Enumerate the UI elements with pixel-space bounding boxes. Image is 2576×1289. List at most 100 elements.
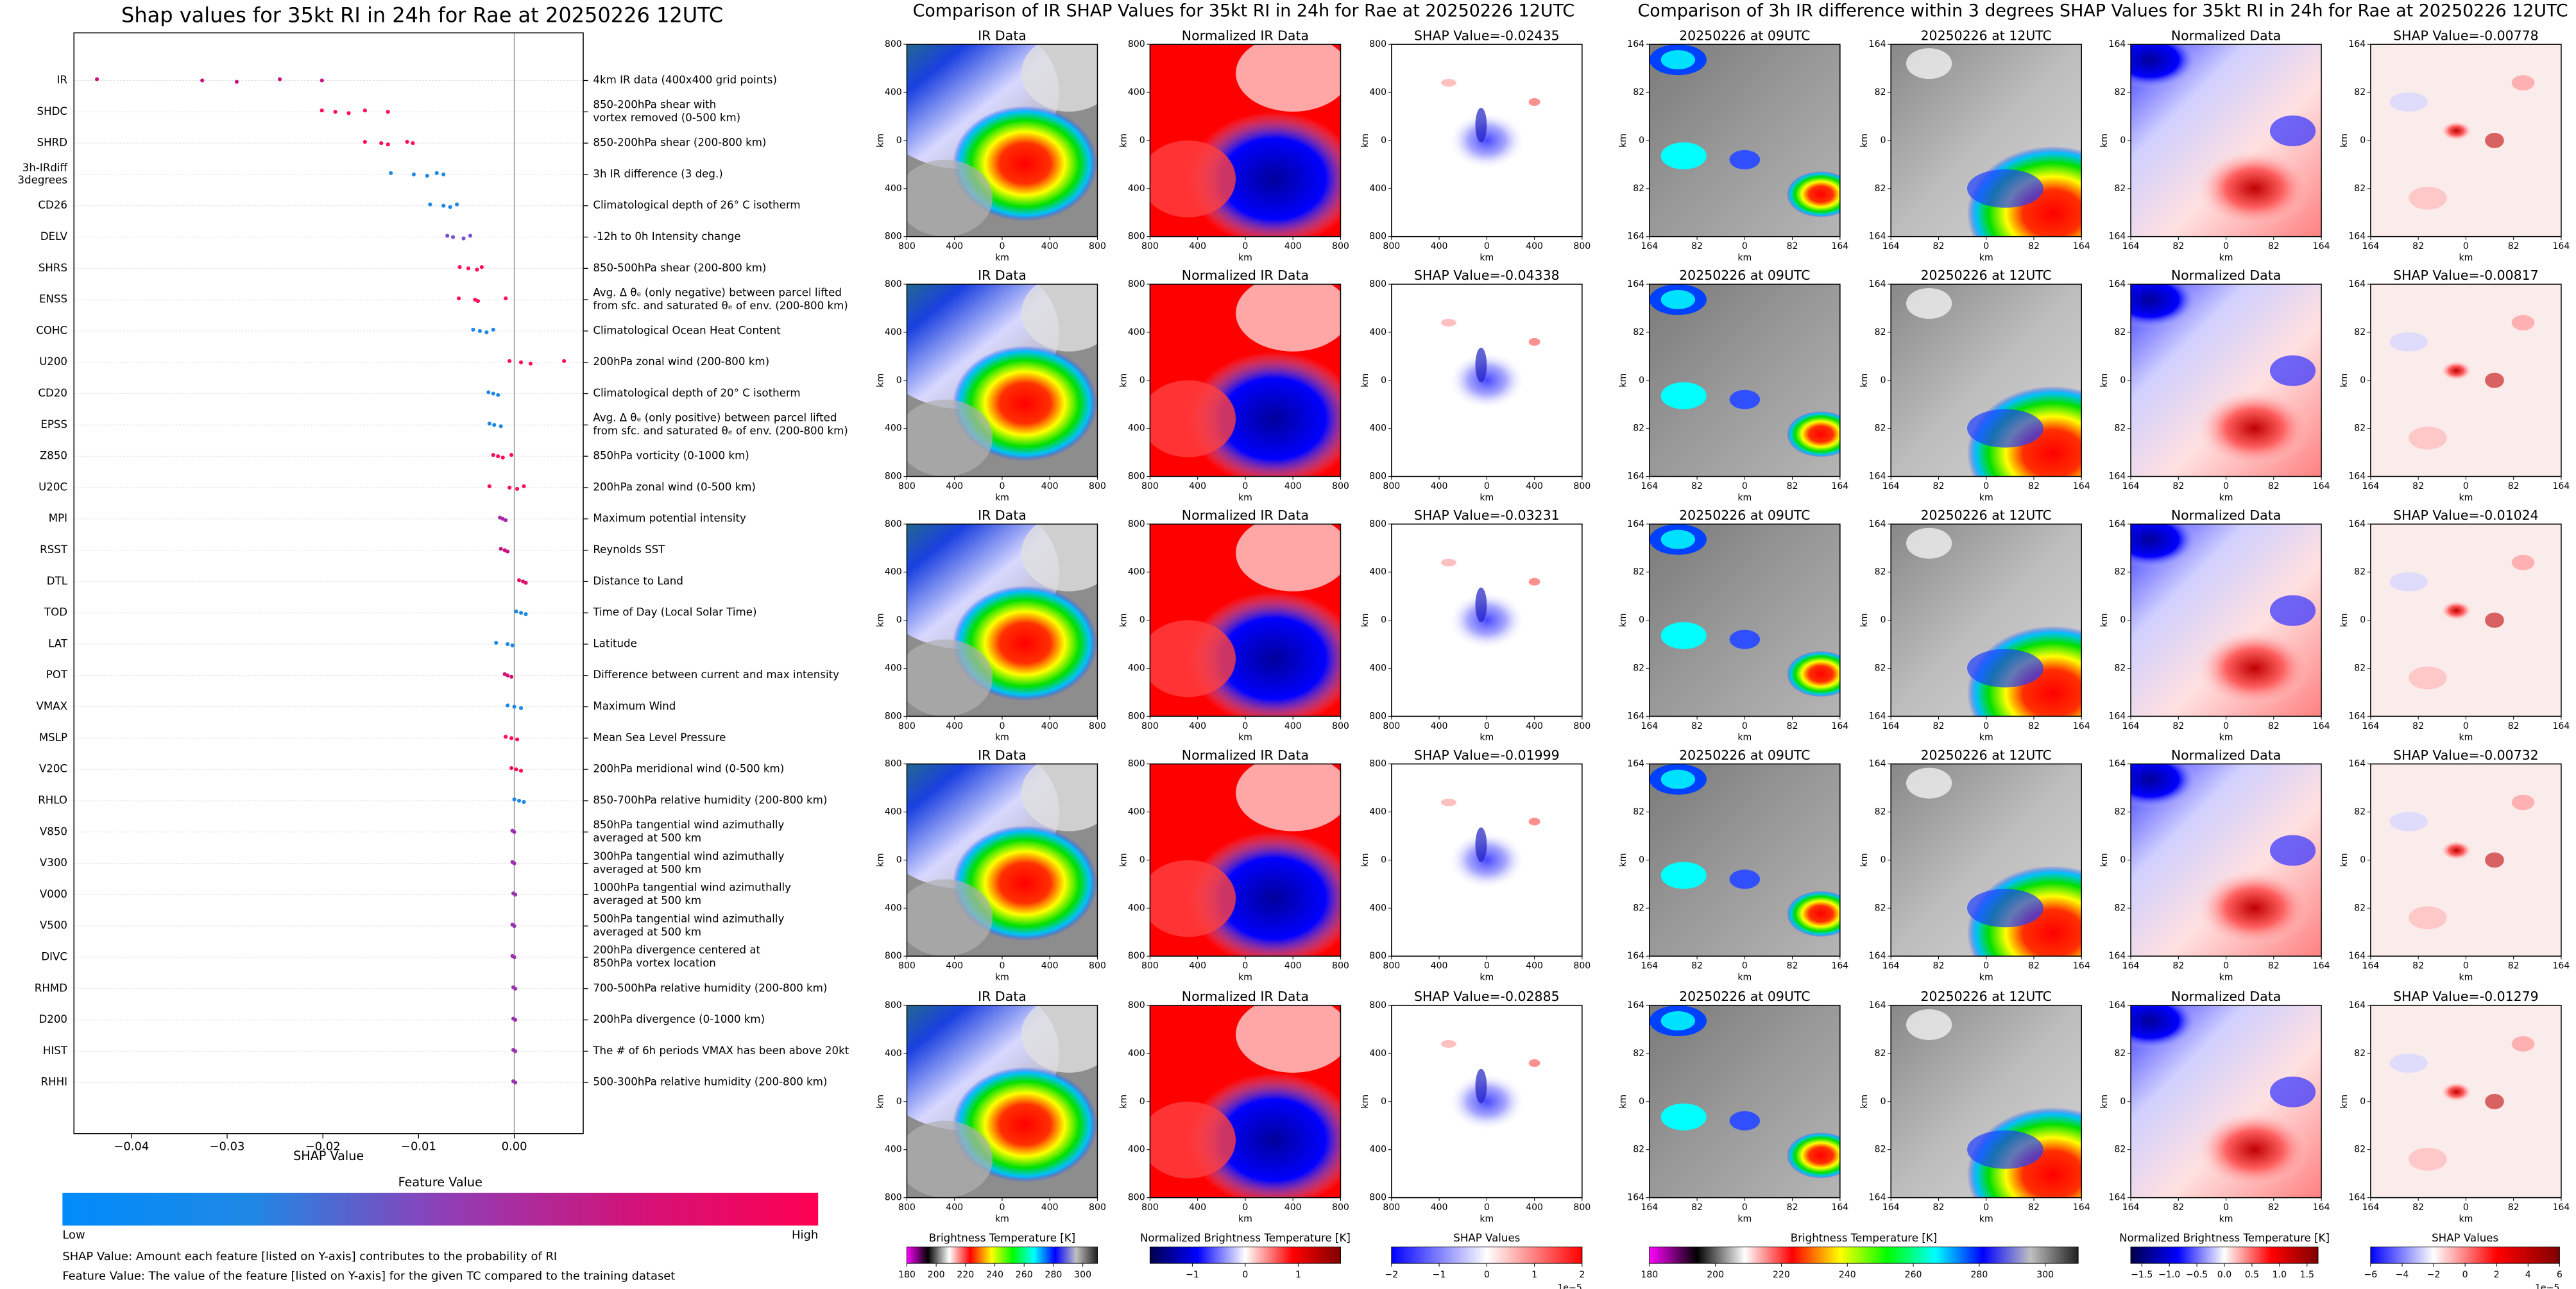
y-tick-label: 82	[2114, 663, 2126, 674]
x-tick-label: 82	[2268, 481, 2280, 491]
image-panel	[1150, 1005, 1341, 1198]
x-tick-label: 0	[2223, 721, 2229, 731]
y-tick-label: 400	[1369, 567, 1386, 577]
x-tick-label: 164	[1882, 961, 1900, 971]
feature-description: 3h IR difference (3 deg.)	[593, 167, 722, 180]
x-tick-label: 800	[1573, 481, 1591, 491]
x-tick-label: 164	[2362, 1202, 2379, 1213]
y-tick-label: 0	[1381, 135, 1386, 146]
image-feature	[1660, 769, 1696, 789]
x-tick-label: 400	[1189, 481, 1206, 491]
feature-description: 850-200hPa shear with	[593, 99, 716, 111]
feature-description: Climatological depth of 20° C isotherm	[593, 387, 800, 399]
x-axis-label: km	[1737, 493, 1752, 503]
y-tick-label: 0	[1881, 135, 1886, 146]
x-tick-label: 400	[1041, 721, 1059, 731]
x-tick-label: 82	[1933, 1202, 1945, 1213]
y-tick-label: 82	[2114, 184, 2126, 194]
point	[448, 205, 452, 209]
y-tick-label: 82	[2354, 87, 2366, 98]
x-tick-label: 82	[1787, 241, 1798, 252]
x-axis-label: km	[1979, 493, 1993, 503]
feature-description: 1000hPa tangential wind azimuthally	[593, 882, 791, 894]
x-tick-label: 400	[1431, 241, 1448, 252]
x-tick-label: 164	[2552, 241, 2570, 252]
image-feature	[1906, 1009, 1952, 1040]
x-tick-label: 164	[1641, 961, 1658, 971]
colorbar	[2370, 1246, 2560, 1264]
x-tick-label: 400	[1526, 241, 1543, 252]
x-tick-label: −0.01	[401, 1140, 436, 1153]
y-tick-label: 82	[1633, 1048, 1644, 1059]
x-tick-label: 0	[2463, 241, 2469, 252]
panel-title: 20250226 at 12UTC	[1921, 747, 2052, 763]
y-tick-label: 400	[1128, 1048, 1145, 1059]
x-tick-label: 800	[1573, 721, 1591, 731]
feature-label: RHMD	[35, 982, 67, 994]
x-axis-label: km	[1480, 733, 1494, 743]
panel-title: 20250226 at 09UTC	[1679, 989, 1810, 1004]
image-panel	[1891, 764, 2082, 957]
y-tick-label: 0	[1881, 375, 1886, 386]
colorbar	[1649, 1246, 2079, 1264]
colorbar-tick-label: 180	[898, 1270, 916, 1280]
y-tick-label: 164	[1627, 951, 1644, 961]
y-tick-label: 400	[1128, 1145, 1145, 1155]
panel-title: Normalized Data	[2171, 747, 2281, 763]
image-feature	[2197, 1111, 2312, 1188]
colorbar-label: Brightness Temperature [K]	[929, 1232, 1075, 1244]
image-feature	[1906, 287, 1952, 319]
feature-label: 3degrees	[18, 174, 68, 186]
point	[200, 78, 205, 83]
y-tick-label: 82	[2354, 327, 2366, 337]
point	[516, 578, 522, 583]
x-axis-label: km	[1238, 253, 1252, 263]
point	[508, 359, 512, 363]
x-tick-label: 400	[1041, 481, 1059, 491]
image-feature	[1729, 1111, 1761, 1131]
x-tick-label: 0	[1742, 241, 1748, 252]
image-panel	[1649, 764, 1840, 957]
y-tick-label: 164	[1627, 1193, 1644, 1203]
y-tick-label: 400	[885, 1145, 902, 1155]
image-feature	[2409, 426, 2447, 450]
feature-description: 850hPa tangential wind azimuthally	[593, 819, 784, 831]
point	[513, 1018, 518, 1022]
y-tick-label: 82	[1875, 87, 1886, 98]
image-feature	[1967, 889, 2043, 928]
image-feature	[1729, 389, 1761, 409]
image-feature	[2485, 612, 2504, 628]
colorbar-tick-label: 2	[2494, 1270, 2500, 1280]
x-tick-label: 800	[898, 1202, 916, 1213]
x-tick-label: 0	[1484, 961, 1490, 971]
image-feature	[2441, 121, 2472, 141]
image-feature	[1967, 649, 2043, 688]
image-feature	[907, 159, 993, 237]
y-tick-label: 0	[1639, 375, 1644, 386]
x-tick-label: 400	[1284, 1202, 1302, 1213]
feature-label: V300	[40, 857, 67, 869]
y-tick-label: 82	[2114, 807, 2126, 817]
feature-description: Mean Sea Level Pressure	[593, 731, 726, 744]
y-tick-label: 164	[1869, 279, 1886, 289]
point	[456, 296, 461, 301]
point	[441, 172, 446, 176]
point	[518, 769, 524, 773]
x-axis-label: km	[1979, 973, 1993, 983]
x-tick-label: 0	[1742, 481, 1748, 491]
x-tick-label: 800	[1141, 1202, 1159, 1213]
image-feature	[1188, 1072, 1341, 1198]
y-axis-label: km	[1859, 1095, 1870, 1109]
x-tick-label: 164	[2362, 721, 2379, 731]
y-tick-label: 800	[1369, 519, 1386, 529]
image-feature	[1786, 171, 1840, 218]
point	[512, 704, 516, 709]
y-tick-label: 164	[1627, 711, 1644, 721]
image-feature	[2409, 1147, 2447, 1171]
y-tick-label: 0	[1639, 855, 1644, 865]
x-tick-label: 82	[1691, 481, 1703, 491]
x-axis-label: km	[2219, 1214, 2233, 1224]
point	[524, 581, 528, 585]
point	[477, 329, 482, 333]
